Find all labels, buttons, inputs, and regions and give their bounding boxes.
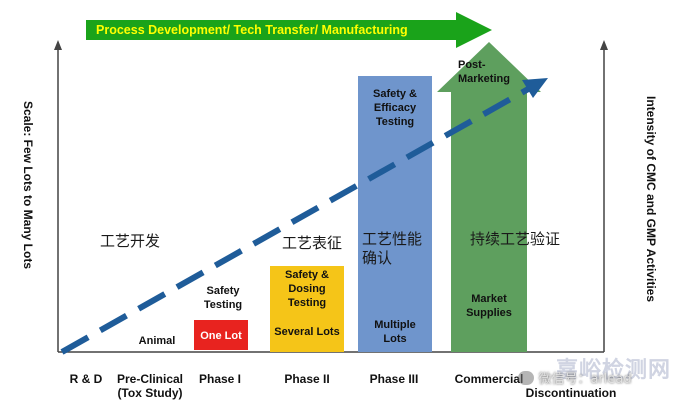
- phase3-lots-label: Multiple Lots: [374, 319, 416, 345]
- phase-label-commercial: Commercial: [454, 372, 524, 386]
- commercial-market-supplies-label: Market Supplies: [466, 293, 512, 319]
- commercial-post-marketing-label: Post- Marketing: [458, 59, 510, 85]
- left-axis: [54, 40, 62, 352]
- phase-label-phase2: Phase II: [284, 372, 330, 386]
- phase2-testing-label: Safety & Dosing Testing: [284, 269, 330, 309]
- cn-process-characterization: 工艺表征: [282, 234, 343, 252]
- watermark-wechat: 微信号：arlead: [538, 372, 632, 387]
- phase1-one-lot-box: [194, 320, 248, 350]
- commercial-up-arrow: [437, 42, 541, 352]
- dashed-trend-arrow: [60, 78, 548, 355]
- cn-process-development: 工艺开发: [100, 232, 161, 250]
- wechat-watermark-row: 微信号：arlead: [518, 368, 632, 387]
- phase-label-discontinuation: Discontinuation: [525, 386, 617, 400]
- cn-continued-verification: 持续工艺验证: [470, 230, 561, 248]
- watermark-site: 嘉峪检测网: [556, 358, 672, 383]
- wechat-icon: [518, 370, 534, 385]
- left-axis-label: Scale: Few Lots to Many Lots: [21, 100, 35, 270]
- phase1-one-lot-label: One Lot: [200, 330, 242, 342]
- phase2-several-lots-box: [270, 266, 344, 352]
- cn-process-performance: 工艺性能 确认: [362, 230, 423, 267]
- process-banner-arrow: [86, 12, 492, 48]
- banner-label: Process Development/ Tech Transfer/ Manu…: [96, 23, 408, 37]
- phase3-multiple-lots-bar: [358, 76, 432, 352]
- phase-label-rd: R & D: [69, 372, 103, 386]
- animal-label: Animal: [138, 335, 176, 347]
- right-axis: [600, 40, 608, 352]
- phase1-testing-label: Safety Testing: [203, 285, 243, 311]
- phase-label-phase3: Phase III: [369, 372, 419, 386]
- phase3-testing-label: Safety & Efficacy Testing: [372, 88, 418, 128]
- phase-label-preclinical: Pre-Clinical (Tox Study): [116, 372, 184, 400]
- right-axis-label: Intensity of CMC and GMP Activities: [644, 95, 658, 303]
- phase-label-phase1: Phase I: [198, 372, 242, 386]
- phase2-lots-label: Several Lots: [274, 326, 340, 338]
